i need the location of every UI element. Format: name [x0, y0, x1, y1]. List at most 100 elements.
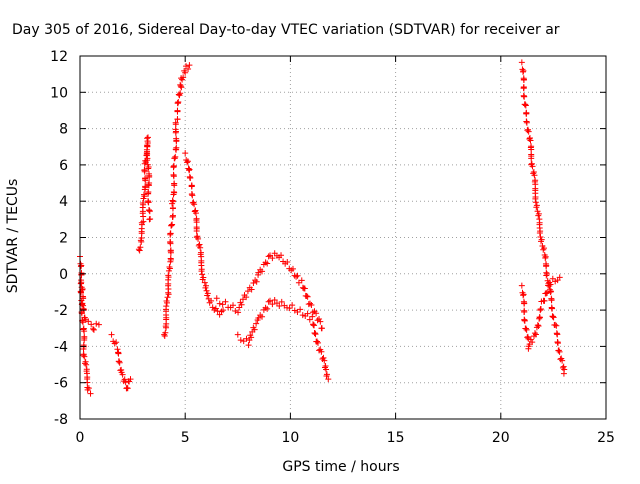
grid-lines: [80, 56, 606, 419]
data-point: [521, 93, 528, 100]
data-point: [311, 322, 318, 329]
axis-ticks: 0 5 10 15 20 25 -8 -6 -4 -2 0 2 4 6 8 10 12: [50, 49, 615, 446]
data-point: [523, 110, 530, 117]
data-point: [526, 134, 533, 141]
data-point: [177, 90, 184, 97]
data-point: [119, 371, 126, 378]
data-point: [165, 274, 172, 281]
data-point: [144, 138, 151, 145]
data-point: [90, 326, 97, 333]
data-point: [188, 183, 195, 190]
y-tick-label: -8: [54, 412, 68, 428]
data-point: [216, 300, 223, 307]
y-tick-label: 8: [59, 122, 68, 138]
data-point: [234, 331, 241, 338]
data-point: [547, 281, 554, 288]
data-point: [163, 303, 170, 310]
data-point: [113, 339, 120, 346]
data-point: [187, 174, 194, 181]
data-point: [169, 205, 176, 212]
data-point: [180, 74, 187, 81]
data-point: [230, 302, 237, 309]
data-point: [560, 370, 567, 377]
data-point: [177, 83, 184, 90]
data-point: [536, 314, 543, 321]
data-point: [81, 353, 88, 360]
data-point: [556, 274, 563, 281]
data-point: [222, 298, 229, 305]
data-point: [167, 230, 174, 237]
data-point: [186, 166, 193, 173]
data-point: [172, 126, 179, 133]
data-point: [170, 162, 177, 169]
data-point: [308, 301, 315, 308]
data-point: [301, 285, 308, 292]
data-point: [294, 272, 301, 279]
y-tick-label: 6: [59, 158, 68, 174]
data-point: [195, 235, 202, 242]
data-point: [532, 199, 539, 206]
data-point: [522, 102, 529, 109]
data-point: [534, 208, 541, 215]
y-tick-label: 10: [50, 85, 68, 101]
data-point: [248, 286, 255, 293]
data-point: [175, 91, 182, 98]
data-point: [271, 297, 278, 304]
data-point: [82, 358, 89, 365]
y-tick-label: -6: [54, 376, 68, 392]
data-point: [251, 326, 258, 333]
data-point: [174, 107, 181, 114]
data-point: [537, 228, 544, 235]
data-point: [315, 339, 322, 346]
data-point: [550, 314, 557, 321]
x-tick-label: 0: [76, 430, 85, 446]
x-axis-label: GPS time / hours: [282, 459, 399, 475]
data-point: [204, 290, 211, 297]
data-point: [265, 298, 272, 305]
data-point: [318, 325, 325, 332]
data-point: [111, 340, 118, 347]
data-point: [182, 150, 189, 157]
x-tick-label: 20: [492, 430, 510, 446]
data-point: [145, 199, 152, 206]
data-point: [541, 297, 548, 304]
data-point: [530, 168, 537, 175]
data-point: [554, 340, 561, 347]
data-point: [243, 294, 250, 301]
data-point: [141, 167, 148, 174]
data-point: [80, 294, 87, 301]
data-point: [284, 259, 291, 266]
data-point: [79, 286, 86, 293]
data-point: [536, 219, 543, 226]
data-point: [307, 300, 314, 307]
data-point: [127, 376, 134, 383]
data-point: [83, 361, 90, 368]
data-point: [297, 306, 304, 313]
data-point: [523, 119, 530, 126]
data-point: [108, 331, 115, 338]
data-point: [303, 293, 310, 300]
data-point: [186, 62, 193, 69]
data-point: [316, 315, 323, 322]
data-point: [173, 135, 180, 142]
data-point: [175, 98, 182, 105]
data-point: [198, 266, 205, 273]
data-point: [184, 159, 191, 166]
data-point: [201, 279, 208, 286]
data-point: [269, 255, 276, 262]
x-tick-label: 10: [281, 430, 299, 446]
data-point: [538, 236, 545, 243]
data-point: [529, 339, 536, 346]
data-point: [219, 301, 226, 308]
data-point: [177, 81, 184, 88]
data-point: [138, 221, 145, 228]
data-point: [196, 241, 203, 248]
data-point: [522, 325, 529, 332]
data-point: [194, 233, 201, 240]
data-point: [232, 308, 239, 315]
data-point: [142, 184, 149, 191]
data-point: [531, 330, 538, 337]
data-point: [546, 282, 553, 289]
data-point: [265, 253, 272, 260]
